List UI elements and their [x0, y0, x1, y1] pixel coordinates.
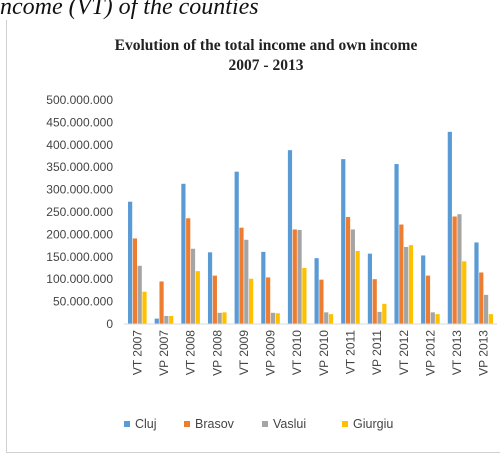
- legend-swatch-brasov: [184, 421, 190, 427]
- legend-swatch-giurgiu: [342, 421, 348, 427]
- x-tick-label: VP 2013: [477, 330, 491, 376]
- legend-label-brasov: Brasov: [195, 417, 235, 431]
- y-tick-label: 350.000.000: [46, 160, 113, 174]
- bar-giurgiu: [222, 312, 227, 324]
- x-tick-label: VP 2008: [210, 330, 224, 376]
- bar-vaslui: [244, 239, 249, 324]
- bar-giurgiu: [142, 291, 147, 324]
- x-tick-label: VP 2007: [157, 330, 171, 376]
- legend-swatch-cluj: [124, 421, 130, 427]
- bar-vaslui: [190, 248, 196, 324]
- bar-brasov: [159, 281, 164, 324]
- bar-giurgiu: [169, 315, 174, 324]
- legend-label-cluj: Cluj: [135, 417, 157, 431]
- bar-cluj: [261, 251, 266, 324]
- bar-giurgiu: [275, 313, 280, 324]
- x-axis: VT 2007 VP 2007 VT 2008 VP 2008 VT 2009 VP 20…: [130, 330, 490, 376]
- bar-vaslui: [457, 214, 462, 324]
- bar-brasov: [186, 218, 191, 324]
- x-tick-label: VP 2011: [370, 330, 384, 375]
- bar-vaslui: [430, 312, 435, 324]
- bar-vaslui: [137, 265, 142, 324]
- bar-brasov: [132, 238, 138, 324]
- bar-vaslui: [270, 312, 276, 324]
- legend: Cluj Brasov Vaslui Giurgiu: [124, 417, 393, 431]
- bar-cluj: [421, 255, 426, 324]
- bar-giurgiu: [488, 314, 493, 324]
- bar-giurgiu: [328, 314, 334, 324]
- bar-vaslui: [350, 229, 355, 324]
- y-tick-label: 150.000.000: [46, 250, 113, 264]
- bar-brasov: [372, 279, 377, 324]
- x-tick-label: VT 2012: [397, 330, 411, 375]
- x-tick-label: VT 2009: [237, 330, 251, 375]
- bar-brasov: [266, 277, 271, 324]
- bar-series-group: [128, 131, 493, 324]
- bar-cluj: [287, 150, 293, 324]
- legend-label-vaslui: Vaslui: [273, 417, 306, 431]
- y-tick-label: 500.000.000: [46, 93, 113, 107]
- x-tick-label: VT 2011: [343, 330, 357, 375]
- page-caption: ncome (VT) of the counties: [0, 0, 259, 20]
- y-tick-label: 100.000.000: [46, 272, 113, 286]
- bar-cluj: [181, 183, 186, 324]
- bar-cluj: [341, 159, 346, 324]
- chart-title-line-1: Evolution of the total income and own in…: [115, 37, 418, 54]
- x-tick-label: VP 2010: [317, 330, 331, 376]
- y-tick-label: 50.000.000: [53, 295, 113, 309]
- bar-giurgiu: [462, 261, 467, 324]
- bar-vaslui: [297, 229, 302, 324]
- bar-cluj: [314, 258, 319, 324]
- bar-cluj: [367, 253, 373, 324]
- bar-vaslui: [377, 311, 382, 324]
- bar-cluj: [128, 201, 133, 324]
- bar-brasov: [479, 272, 484, 324]
- x-tick-label: VT 2013: [450, 330, 464, 375]
- bar-cluj: [207, 252, 213, 324]
- bar-vaslui: [324, 312, 329, 324]
- bar-giurgiu: [248, 278, 254, 324]
- chart-title-line-2: 2007 - 2013: [229, 57, 304, 74]
- bar-brasov: [345, 216, 351, 324]
- bar-brasov: [319, 279, 324, 324]
- y-tick-label: 250.000.000: [46, 205, 113, 219]
- bar-cluj: [447, 131, 452, 324]
- x-tick-label: VT 2010: [290, 330, 304, 375]
- bar-giurgiu: [435, 314, 440, 324]
- bar-brasov: [452, 216, 457, 324]
- x-tick-label: VT 2008: [184, 330, 198, 375]
- bar-giurgiu: [302, 268, 307, 324]
- y-tick-label: 0: [106, 317, 113, 331]
- bar-brasov: [212, 275, 217, 324]
- y-tick-label: 300.000.000: [46, 183, 113, 197]
- legend-swatch-vaslui: [262, 421, 268, 427]
- bar-vaslui: [217, 312, 222, 324]
- bar-brasov: [425, 275, 431, 324]
- y-tick-label: 400.000.000: [46, 138, 113, 152]
- bar-cluj: [154, 318, 159, 324]
- bar-brasov: [399, 224, 404, 324]
- legend-label-giurgiu: Giurgiu: [353, 417, 393, 431]
- y-tick-label: 200.000.000: [46, 227, 113, 241]
- bar-giurgiu: [355, 250, 360, 324]
- bar-vaslui: [404, 246, 409, 324]
- bar-brasov: [292, 229, 297, 324]
- bar-giurgiu: [382, 303, 387, 324]
- bar-giurgiu: [195, 271, 200, 324]
- bar-giurgiu: [408, 245, 414, 324]
- bar-brasov: [239, 227, 244, 324]
- bar-vaslui: [164, 315, 169, 324]
- y-tick-label: 450.000.000: [46, 115, 113, 129]
- bar-cluj: [234, 171, 239, 324]
- x-tick-label: VP 2009: [264, 330, 278, 376]
- bar-cluj: [474, 242, 479, 324]
- x-tick-label: VP 2012: [423, 330, 437, 376]
- y-axis: 0 50.000.000 100.000.000 150.000.000 200.000…: [46, 93, 113, 331]
- x-tick-label: VT 2007: [130, 330, 144, 375]
- bar-vaslui: [483, 294, 489, 324]
- bar-cluj: [394, 164, 399, 324]
